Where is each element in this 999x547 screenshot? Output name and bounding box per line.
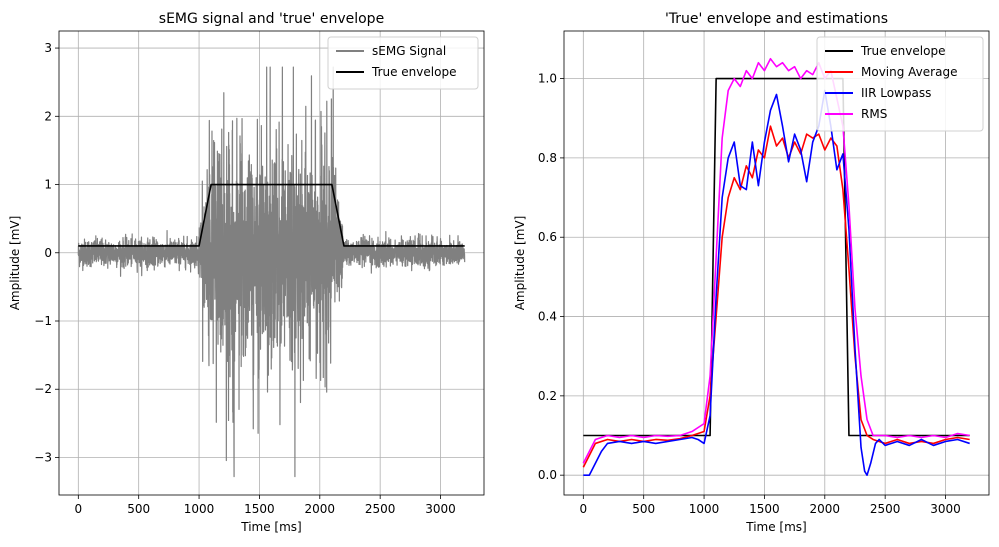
right-x-tick-label: 500 (632, 502, 655, 516)
left-y-tick-label: 0 (44, 246, 52, 260)
right-series-rms (582, 57, 970, 464)
right-x-tick-label: 2000 (810, 502, 841, 516)
left-subplot: 0 500 1000 1500 2000 2500 3000 −3 −2 −1 0 1 2 3 sEMG … (8, 11, 485, 534)
right-series-moving-average (582, 125, 970, 468)
left-x-tick-label: 1000 (184, 502, 215, 516)
left-axes-frame (58, 30, 485, 496)
left-legend-box (327, 36, 479, 90)
left-y-tick-label: −2 (34, 382, 52, 396)
left-x-tick-label: 0 (74, 502, 82, 516)
left-chart-title: sEMG signal and 'true' envelope (159, 11, 384, 27)
left-series-semg-signal (77, 66, 466, 478)
right-legend-label-rms: RMS (861, 107, 887, 121)
left-y-tick-label: −3 (34, 450, 52, 464)
right-series-iir-lowpass (583, 89, 970, 476)
right-x-tick-label: 0 (579, 502, 587, 516)
left-y-tick-label: 2 (44, 109, 52, 123)
right-axes-frame (563, 30, 990, 496)
right-legend: True envelope Moving Average IIR Lowpass RM… (816, 36, 984, 132)
left-x-tick-label: 2000 (305, 502, 336, 516)
right-chart-title: 'True' envelope and estimations (665, 11, 888, 27)
right-ticks: 0 500 1000 1500 2000 2500 3000 0.0 0.2 0.4 0.6 0.8 1… (538, 72, 961, 516)
left-y-tick-label: −1 (34, 314, 52, 328)
right-subplot: 0 500 1000 1500 2000 2500 3000 0.0 0.2 0.4 0.6 0.8 1… (513, 11, 990, 534)
left-y-tick-label: 3 (44, 41, 52, 55)
right-x-tick-label: 1500 (749, 502, 780, 516)
left-legend-label-true-envelope: True envelope (371, 65, 456, 79)
right-x-tick-label: 3000 (930, 502, 961, 516)
left-series-true-envelope (78, 183, 465, 247)
right-y-tick-label: 1.0 (538, 72, 557, 86)
right-series (582, 57, 970, 476)
right-x-axis-label: Time [ms] (745, 520, 807, 534)
left-legend-label-semg-signal: sEMG Signal (372, 44, 446, 58)
right-y-tick-label: 0.2 (538, 389, 557, 403)
right-legend-box (816, 36, 984, 132)
right-y-tick-label: 0.8 (538, 151, 557, 165)
right-y-tick-label: 0.6 (538, 230, 557, 244)
right-x-tick-label: 2500 (870, 502, 901, 516)
right-legend-label-true-envelope: True envelope (860, 44, 945, 58)
left-y-axis-label: Amplitude [mV] (8, 216, 22, 311)
right-y-tick-label: 0.4 (538, 310, 557, 324)
right-y-tick-label: 0.0 (538, 468, 557, 482)
left-series (77, 66, 466, 478)
right-legend-label-moving-average: Moving Average (861, 65, 957, 79)
left-x-tick-label: 3000 (425, 502, 456, 516)
right-legend-label-iir-lowpass: IIR Lowpass (861, 86, 931, 100)
left-ticks: 0 500 1000 1500 2000 2500 3000 −3 −2 −1 0 1 2 3 (34, 41, 456, 516)
right-x-tick-label: 1000 (689, 502, 720, 516)
left-x-tick-label: 2500 (365, 502, 396, 516)
left-x-tick-label: 500 (127, 502, 150, 516)
left-y-tick-label: 1 (44, 178, 52, 192)
left-x-tick-label: 1500 (244, 502, 275, 516)
right-y-axis-label: Amplitude [mV] (513, 216, 527, 311)
left-x-axis-label: Time [ms] (240, 520, 302, 534)
left-legend: sEMG Signal True envelope (327, 36, 479, 90)
